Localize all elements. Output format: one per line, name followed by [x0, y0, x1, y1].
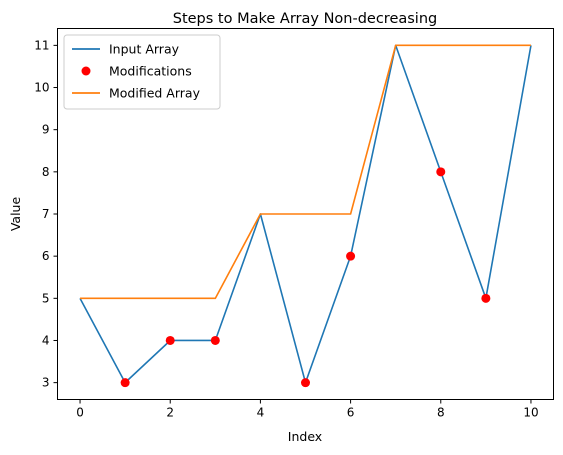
- y-tick-label: 9: [42, 123, 50, 137]
- modification-point: [481, 293, 491, 303]
- modification-point: [210, 335, 220, 345]
- x-tick-label: 6: [347, 406, 355, 420]
- legend-box: [63, 34, 221, 110]
- x-tick-label: 4: [257, 406, 265, 420]
- plot-series: [79, 44, 532, 388]
- x-tick-label: 0: [76, 406, 84, 420]
- modification-point: [436, 167, 446, 177]
- x-tick-label: 10: [523, 406, 538, 420]
- legend-entry-label: Modified Array: [109, 86, 201, 101]
- legend: Input Array Modifications Modified Array: [63, 34, 221, 110]
- legend-swatch-marker: [81, 66, 91, 76]
- series-line-2: [80, 44, 531, 300]
- modification-point: [165, 335, 175, 345]
- y-tick-label: 10: [34, 81, 49, 95]
- modification-point: [346, 251, 356, 261]
- x-tick-label: 2: [166, 406, 174, 420]
- y-tick-label: 5: [42, 291, 50, 305]
- y-tick-label: 4: [42, 333, 50, 347]
- y-tick-label: 6: [42, 249, 50, 263]
- y-axis-label: Value: [8, 197, 23, 232]
- chart-title: Steps to Make Array Non-decreasing: [173, 11, 437, 27]
- legend-entry-label: Input Array: [109, 42, 180, 57]
- legend-entry-label: Modifications: [109, 64, 192, 79]
- y-tick-label: 3: [42, 376, 50, 390]
- x-tick-label: 8: [437, 406, 445, 420]
- y-axis-ticks: 3 4 5 6 7 8 9 10 11: [34, 38, 58, 390]
- y-tick-label: 8: [42, 165, 50, 179]
- modification-point: [120, 378, 130, 388]
- modification-point: [301, 378, 310, 388]
- x-axis-ticks: 0 2 4 6 8 10: [76, 399, 539, 420]
- y-tick-label: 11: [34, 38, 49, 52]
- y-tick-label: 7: [42, 207, 50, 221]
- x-axis-label: Index: [288, 429, 322, 444]
